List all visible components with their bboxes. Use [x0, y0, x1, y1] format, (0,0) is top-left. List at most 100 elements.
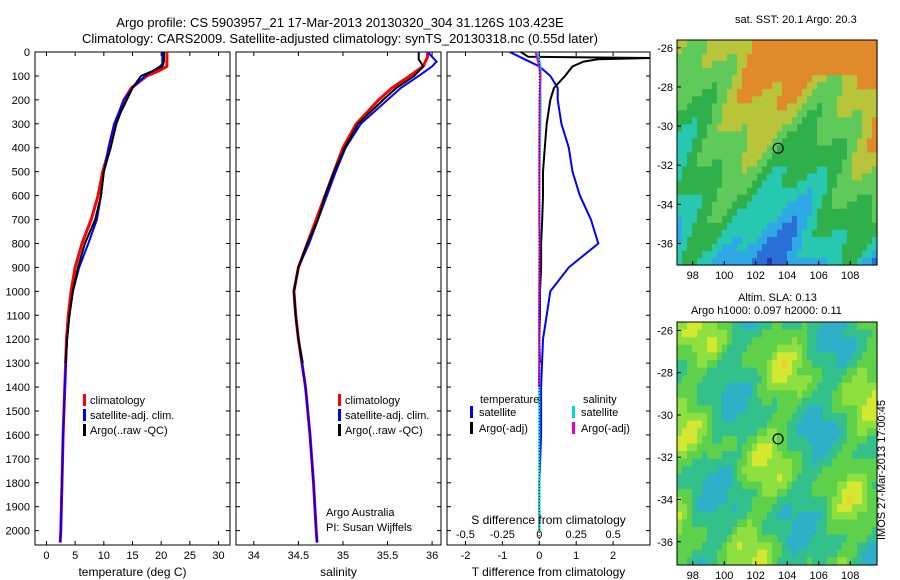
salinity-legend-label: Argo(..raw -QC)	[345, 425, 423, 437]
sst-map-y-tick-label: -28	[657, 82, 673, 94]
y-tick-label: 1000	[6, 286, 30, 298]
series-line-satellite-adj-clim-	[59, 52, 164, 543]
y-tick-label: 800	[12, 238, 30, 250]
sla-map-y-tick-label: -26	[657, 325, 673, 337]
temperature-legend-label: climatology	[90, 395, 146, 407]
y-tick-label: 1500	[6, 406, 30, 418]
sst-map-frame	[676, 39, 878, 266]
s-diff-tick-label: 0	[536, 529, 542, 541]
salinity-legend-swatch	[338, 409, 341, 421]
s-diff-tick-label: -0.5	[456, 529, 475, 541]
x-tick-label: 5	[72, 550, 78, 562]
credit-line-2: PI: Susan Wijffels	[326, 522, 412, 534]
sst-map-x-tick-label: 108	[841, 270, 859, 282]
panel-frame-temperature-panel	[34, 51, 231, 546]
diff-legend-label: Argo(-adj)	[581, 423, 630, 435]
sst-map-cells	[677, 40, 878, 266]
panel-frame-salinity-panel	[235, 51, 442, 546]
sla-map-x-tick-label: 98	[687, 570, 699, 580]
credit-line-1: Argo Australia	[326, 507, 395, 519]
sla-map-y-tick-label: -36	[657, 537, 673, 549]
diff-legend-swatch	[572, 406, 575, 418]
sla-map-x-tick-label: 100	[715, 570, 733, 580]
title-line-1: Argo profile: CS 5903957_21 17-Mar-2013 …	[116, 15, 564, 30]
sla-map-y-tick-label: -32	[657, 452, 673, 464]
x-tick-label: 20	[155, 550, 167, 562]
sla-map-y-tick-label: -34	[657, 494, 673, 506]
x-tick-label: 25	[184, 550, 196, 562]
series-line-argo-raw-qc-	[64, 52, 165, 364]
x-tick-label: 34.5	[288, 550, 309, 562]
sla-map-x-tick-label: 102	[747, 570, 765, 580]
y-tick-label: 200	[12, 95, 30, 107]
y-tick-label: 900	[12, 262, 30, 274]
sla-map-x-tick-label: 106	[810, 570, 828, 580]
y-tick-label: 700	[12, 215, 30, 227]
sst-map-x-tick-label: 100	[715, 270, 733, 282]
x-tick-label: 36	[426, 550, 438, 562]
sst-map-y-tick-label: -32	[657, 160, 673, 172]
y-tick-label: 1900	[6, 502, 30, 514]
sst-map-argo-marker	[772, 142, 784, 154]
sla-map-title-line-1: Altim. SLA: 0.13	[738, 292, 817, 304]
s-diff-tick-label: 0.25	[565, 529, 586, 541]
sst-map-x-tick-label: 98	[687, 270, 699, 282]
y-tick-label: 0	[24, 47, 30, 59]
diff-legend-swatch	[470, 406, 473, 418]
y-tick-label: 1100	[6, 310, 30, 322]
y-tick-label: 2000	[6, 526, 30, 538]
sst-map-y-tick-label: -36	[657, 238, 673, 250]
y-tick-label: 1700	[6, 454, 30, 466]
x-tick-label: 35.5	[377, 550, 398, 562]
sla-map-frame	[676, 321, 878, 566]
temperature-legend-swatch	[83, 424, 86, 436]
y-tick-label: 400	[12, 143, 30, 155]
x-tick-label: 2	[610, 550, 616, 562]
y-tick-label: 1200	[6, 334, 30, 346]
salinity-legend-swatch	[338, 394, 341, 406]
diff-legend-swatch	[572, 422, 575, 434]
series-line-argo-raw-qc-	[292, 52, 425, 364]
sla-map-cells	[677, 322, 878, 566]
diff-legend-label: satellite	[479, 407, 516, 419]
y-tick-label: 1800	[6, 478, 30, 490]
sla-map-argo-marker	[772, 433, 784, 445]
sst-map-y-tick-label: -34	[657, 199, 673, 211]
series-line-satellite-adj-clim-	[292, 51, 438, 543]
y-tick-label: 1400	[6, 382, 30, 394]
y-tick-label: 1600	[6, 430, 30, 442]
sst-map-y-tick-label: -30	[657, 121, 673, 133]
title-line-2: Climatology: CARS2009. Satellite-adjuste…	[82, 31, 598, 46]
x-tick-label: -1	[497, 550, 507, 562]
sla-map-title-line-2: Argo h1000: 0.097 h2000: 0.11	[691, 305, 842, 317]
y-tick-label: 1300	[6, 358, 30, 370]
panel-frame-difference-panel	[446, 51, 651, 546]
diff-legend-swatch	[470, 422, 473, 434]
y-tick-label: 100	[12, 71, 30, 83]
temperature-legend-label: satellite-adj. clim.	[90, 410, 174, 422]
s-diff-tick-label: -0.25	[490, 529, 515, 541]
x-tick-label: 0	[536, 550, 542, 562]
sst-map-x-tick-label: 104	[778, 270, 796, 282]
temperature-legend-swatch	[83, 394, 86, 406]
x-tick-label: 34	[248, 550, 260, 562]
y-tick-label: 300	[12, 119, 30, 131]
diff-legend-header-salinity: salinity	[583, 394, 617, 406]
x-tick-label: 1	[573, 550, 579, 562]
x-tick-label: 30	[212, 550, 224, 562]
s-diff-axis-label: S difference from climatology	[471, 513, 626, 527]
x-tick-label: -2	[461, 550, 471, 562]
temperature-legend-label: Argo(..raw -QC)	[90, 425, 168, 437]
x-tick-label: 35	[337, 550, 349, 562]
sla-map-x-tick-label: 104	[778, 570, 796, 580]
sla-map-y-tick-label: -28	[657, 368, 673, 380]
salinity-legend-label: climatology	[345, 395, 401, 407]
x-tick-label: 10	[98, 550, 110, 562]
y-tick-label: 500	[12, 167, 30, 179]
temperature-legend-swatch	[83, 409, 86, 421]
sla-map-x-tick-label: 108	[841, 570, 859, 580]
series-line-salinity-argo-adj-	[534, 51, 542, 388]
diff-legend-header-temperature: temperature	[480, 394, 539, 406]
x-axis-label-salinity-panel: salinity	[320, 565, 357, 579]
